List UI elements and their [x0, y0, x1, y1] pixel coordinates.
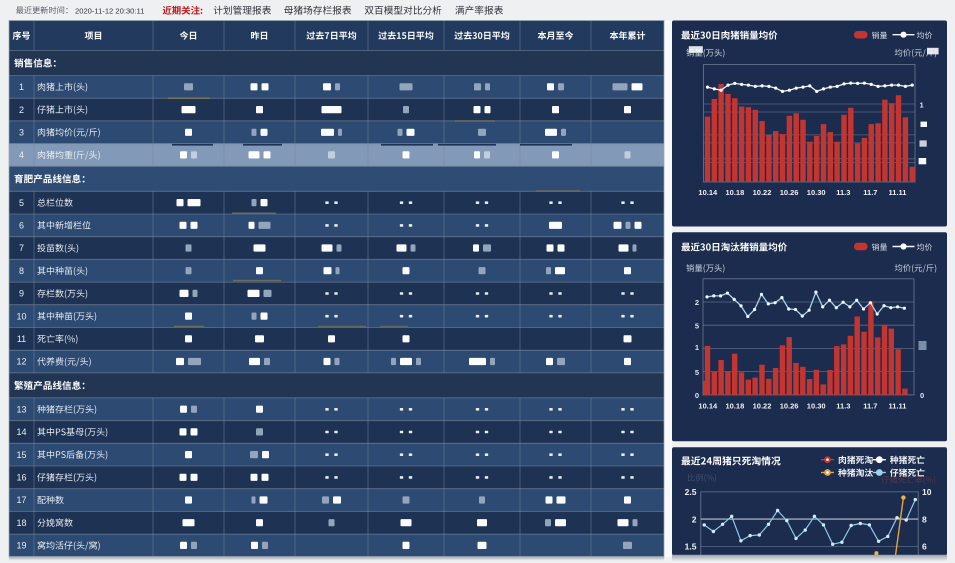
- svg-text:10: 10: [922, 487, 932, 497]
- svg-text:5: 5: [695, 321, 699, 330]
- svg-text:1.5: 1.5: [685, 542, 697, 552]
- svg-text:16: 16: [16, 473, 26, 483]
- svg-text:13: 13: [16, 404, 26, 414]
- svg-text:11.3: 11.3: [836, 401, 850, 410]
- svg-text:11.7: 11.7: [863, 401, 877, 410]
- svg-text:1: 1: [920, 101, 924, 110]
- svg-text:10.22: 10.22: [753, 188, 772, 197]
- svg-text:9: 9: [19, 289, 24, 299]
- svg-text:11.3: 11.3: [836, 188, 850, 197]
- svg-text:6: 6: [922, 542, 927, 552]
- svg-text:19: 19: [16, 541, 26, 551]
- svg-text:17: 17: [16, 495, 26, 505]
- svg-text:8: 8: [922, 514, 927, 524]
- svg-text:10.30: 10.30: [807, 188, 826, 197]
- svg-text:10: 10: [16, 311, 26, 321]
- svg-text:6: 6: [19, 221, 24, 231]
- svg-text:1: 1: [19, 82, 24, 92]
- svg-text:4: 4: [19, 150, 24, 160]
- svg-text:10.26: 10.26: [780, 401, 799, 410]
- svg-text:7: 7: [19, 243, 24, 253]
- svg-text:10.18: 10.18: [726, 401, 745, 410]
- svg-text:15: 15: [16, 450, 26, 460]
- svg-text:0: 0: [920, 391, 924, 400]
- svg-text:10.14: 10.14: [698, 188, 718, 197]
- svg-text:2: 2: [692, 514, 697, 524]
- svg-text:10.18: 10.18: [726, 188, 745, 197]
- svg-text:2: 2: [695, 298, 699, 307]
- svg-text:11.11: 11.11: [889, 188, 907, 197]
- svg-text:2: 2: [19, 105, 24, 115]
- svg-text:1: 1: [695, 343, 699, 352]
- svg-text:10.26: 10.26: [780, 188, 799, 197]
- svg-text:14: 14: [16, 427, 26, 437]
- svg-text:12: 12: [16, 357, 26, 367]
- svg-text:2020-11-12 20:30:11: 2020-11-12 20:30:11: [75, 7, 144, 16]
- svg-text:0: 0: [695, 391, 699, 400]
- svg-text:10.30: 10.30: [807, 401, 826, 410]
- svg-text:10.22: 10.22: [753, 401, 772, 410]
- svg-text:2.5: 2.5: [685, 487, 697, 497]
- svg-text:18: 18: [16, 518, 26, 528]
- svg-text:11: 11: [17, 334, 26, 344]
- svg-text:11.7: 11.7: [863, 188, 877, 197]
- svg-text:5: 5: [19, 198, 24, 208]
- svg-text:8: 8: [19, 266, 24, 276]
- svg-text:10.14: 10.14: [698, 401, 718, 410]
- svg-text:3: 3: [19, 127, 24, 137]
- svg-text:5: 5: [695, 368, 699, 377]
- svg-text:11.11: 11.11: [889, 401, 907, 410]
